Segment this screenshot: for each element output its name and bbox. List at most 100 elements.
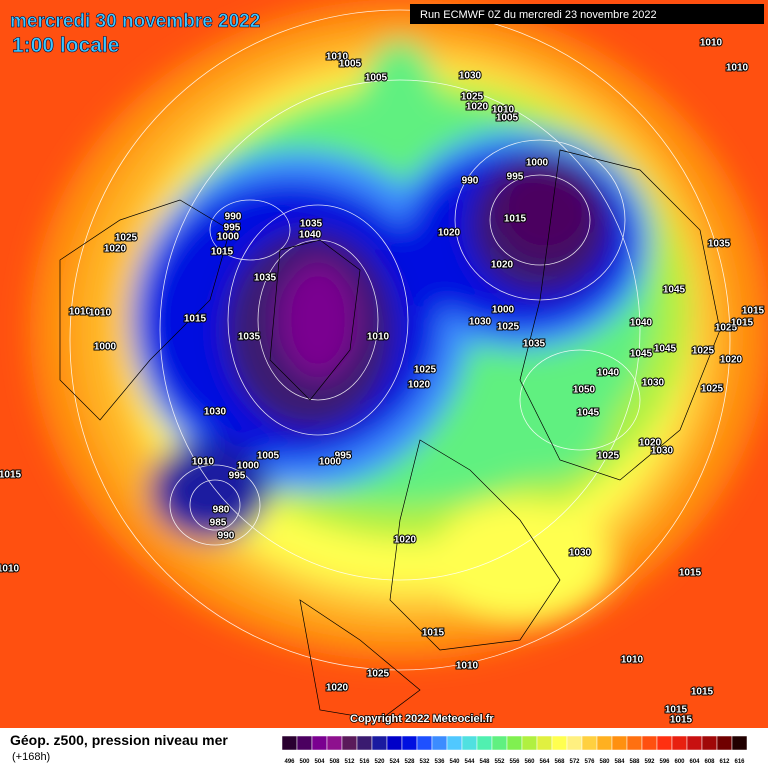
isobar-label: 980 [213, 505, 230, 516]
isobar-label: 1015 [731, 318, 754, 329]
scale-swatch [701, 735, 718, 751]
scale-swatch [641, 735, 658, 751]
scale-label: 504 [314, 759, 325, 765]
scale-label: 500 [299, 759, 310, 765]
isobar-label: 1040 [299, 230, 322, 241]
scale-label: 568 [554, 759, 565, 765]
scale-label: 576 [584, 759, 595, 765]
isobar-label: 1015 [211, 247, 234, 258]
copyright: Copyright 2022 Meteociel.fr [350, 713, 494, 725]
scale-swatch [401, 735, 418, 751]
isobar-label: 1015 [0, 470, 22, 481]
scale-label: 604 [689, 759, 700, 765]
isobar-label: 995 [224, 223, 241, 234]
isobar-label: 1030 [642, 378, 665, 389]
lead-time: (+168h) [12, 751, 50, 763]
scale-label: 608 [704, 759, 715, 765]
isobar-label: 1010 [69, 307, 92, 318]
scale-swatch [446, 735, 463, 751]
scale-swatch [356, 735, 373, 751]
scale-swatch [431, 735, 448, 751]
isobar-label: 985 [210, 518, 227, 529]
isobar-label: 1010 [456, 661, 479, 672]
isobar-label: 1045 [663, 285, 686, 296]
isobar-label: 1000 [492, 305, 515, 316]
map-subtitle: 1:00 locale [12, 34, 119, 57]
scale-label: 556 [509, 759, 520, 765]
isobar-label: 1010 [0, 564, 20, 575]
isobar-label: 1035 [238, 332, 261, 343]
scale-swatch [626, 735, 643, 751]
isobar-label: 1010 [621, 655, 644, 666]
isobar-label: 1000 [237, 461, 260, 472]
isobar-label: 1025 [715, 323, 738, 334]
isobar-label: 1025 [461, 92, 484, 103]
scale-swatch [656, 735, 673, 751]
isobar-label: 1035 [254, 273, 277, 284]
scale-label: 552 [494, 759, 505, 765]
isobar-label: 1010 [326, 52, 349, 63]
run-info: Run ECMWF 0Z du mercredi 23 novembre 202… [420, 9, 657, 21]
scale-label: 536 [434, 759, 445, 765]
scale-label: 584 [614, 759, 625, 765]
scale-label: 508 [329, 759, 340, 765]
isobar-label: 990 [225, 212, 242, 223]
scale-swatch [476, 735, 493, 751]
isobar-label: 1030 [469, 317, 492, 328]
isobar-label: 1035 [300, 219, 323, 230]
scale-label: 528 [404, 759, 415, 765]
isobar-label: 1005 [339, 59, 362, 70]
coastlines [59, 149, 721, 721]
scale-label: 612 [719, 759, 730, 765]
isobar-label: 1015 [665, 705, 688, 716]
isobar-label: 1030 [569, 548, 592, 559]
scale-swatch [596, 735, 613, 751]
scale-swatch [281, 735, 298, 751]
scale-swatch [686, 735, 703, 751]
isobar-label: 1035 [708, 239, 731, 250]
isobars [69, 9, 731, 671]
isobar-label: 1020 [438, 228, 461, 239]
isobar-label: 995 [229, 471, 246, 482]
isobar-label: 1050 [573, 385, 596, 396]
isobar-label: 1025 [692, 346, 715, 357]
isobar-label: 1020 [394, 535, 417, 546]
isobar-label: 1025 [414, 365, 437, 376]
isobar-label: 1020 [491, 260, 514, 271]
isobar-label: 1025 [115, 233, 138, 244]
isobar-label: 1005 [365, 73, 388, 84]
isobar-label: 1020 [104, 244, 127, 255]
scale-swatch [731, 735, 748, 751]
scale-label: 588 [629, 759, 640, 765]
isobar-label: 1015 [742, 306, 765, 317]
isobar-label: 1000 [526, 158, 549, 169]
scale-label: 548 [479, 759, 490, 765]
isobar-label: 1010 [367, 332, 390, 343]
isobar-label: 1010 [89, 308, 112, 319]
scale-label: 540 [449, 759, 460, 765]
isobar-label: 1020 [326, 683, 349, 694]
isobar-label: 1020 [720, 355, 743, 366]
isobar-label: 1015 [670, 715, 693, 726]
scale-label: 564 [539, 759, 550, 765]
isobar-label: 1000 [319, 457, 342, 468]
isobar-label: 1040 [630, 318, 653, 329]
scale-swatch [551, 735, 568, 751]
isobar-label: 1000 [217, 232, 240, 243]
scale-swatch [566, 735, 583, 751]
scale-label: 516 [359, 759, 370, 765]
isobar-label: 1010 [192, 457, 215, 468]
scale-label: 580 [599, 759, 610, 765]
scale-label: 496 [284, 759, 295, 765]
isobar-label: 995 [335, 451, 352, 462]
isobar-label: 1015 [691, 687, 714, 698]
scale-swatch [611, 735, 628, 751]
isobar-label: 1035 [523, 339, 546, 350]
scale-label: 592 [644, 759, 655, 765]
isobar-label: 995 [507, 172, 524, 183]
scale-swatch [371, 735, 388, 751]
scale-label: 524 [389, 759, 400, 765]
isobar-label: 1005 [496, 113, 519, 124]
scale-swatch [671, 735, 688, 751]
